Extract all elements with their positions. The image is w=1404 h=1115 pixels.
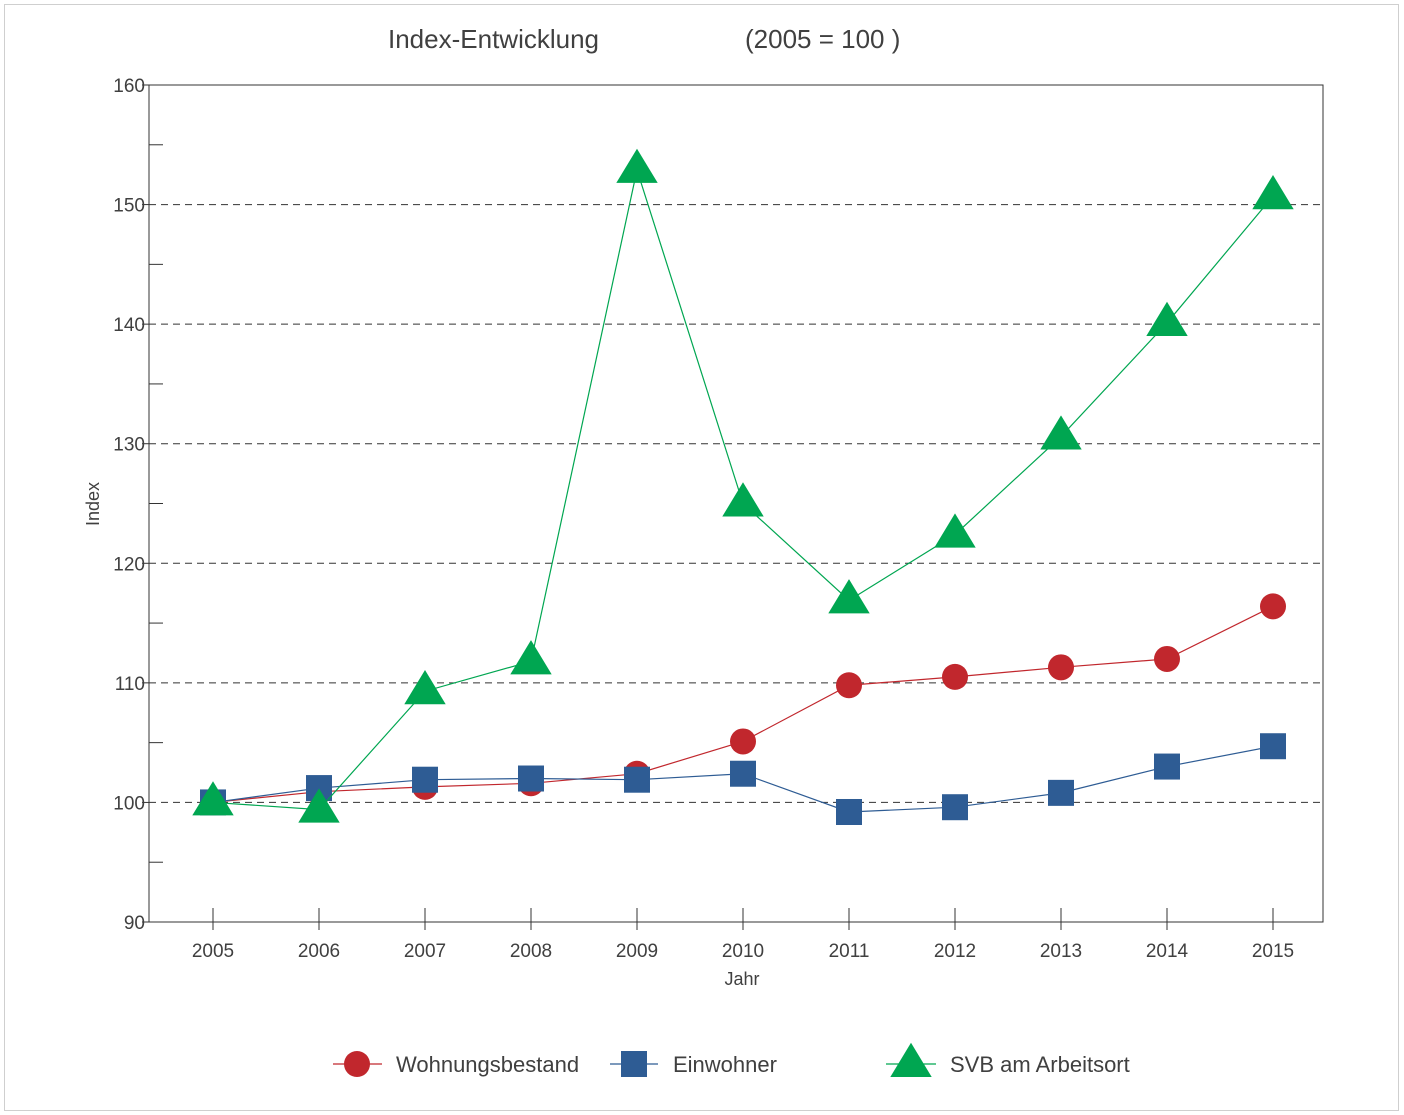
x-tick-label: 2011 (829, 941, 870, 962)
y-tick-label: 100 (113, 793, 145, 814)
y-tick-label: 90 (124, 913, 145, 934)
legend-marker (344, 1051, 370, 1077)
series-einwohner (200, 733, 1286, 825)
x-tick-label: 2015 (1252, 941, 1294, 962)
data-point (1252, 174, 1294, 210)
data-point (298, 788, 340, 823)
data-point (836, 672, 862, 699)
legend-item: SVB am Arbeitsort (886, 1042, 1130, 1077)
tick-labels: 90 100 110 120 130 140 150 160 2005 2006 2007 2008 2… (113, 76, 1294, 962)
axes (142, 84, 1324, 930)
x-tick-label: 2008 (510, 941, 552, 962)
data-point (1154, 645, 1180, 672)
y-tick-label: 150 (113, 196, 145, 217)
legend-label: Einwohner (673, 1052, 777, 1077)
chart-subtitle: (2005 = 100 ) (745, 24, 900, 54)
gridlines (149, 204, 1323, 803)
data-point (192, 781, 234, 816)
x-tick-label: 2010 (722, 941, 764, 962)
data-point (1260, 733, 1286, 760)
data-point (616, 148, 658, 183)
chart-title: Index-Entwicklung (388, 24, 599, 54)
x-tick-label: 2006 (298, 941, 340, 962)
data-point (1260, 593, 1286, 620)
legend-item: Wohnungsbestand (333, 1051, 579, 1077)
data-point (412, 766, 438, 793)
data-point (836, 798, 862, 825)
data-point (722, 482, 764, 517)
x-tick-label: 2012 (934, 941, 976, 962)
y-tick-label: 110 (115, 674, 145, 695)
data-point (1048, 654, 1074, 681)
legend-label: SVB am Arbeitsort (950, 1052, 1130, 1077)
data-point (942, 794, 968, 821)
data-point (730, 728, 756, 755)
legend: Wohnungsbestand Einwohner SVB am Arbeitsor… (333, 1042, 1130, 1077)
x-tick-label: 2009 (616, 941, 658, 962)
y-tick-label: 120 (113, 554, 145, 575)
y-axis-title: Index (83, 482, 103, 526)
x-tick-label: 2013 (1040, 941, 1082, 962)
x-tick-label: 2005 (192, 941, 234, 962)
legend-marker (621, 1051, 647, 1077)
series-layer (192, 148, 1294, 825)
data-point (1048, 779, 1074, 806)
data-point (624, 766, 650, 793)
data-point (828, 579, 870, 614)
y-tick-label: 160 (113, 76, 145, 97)
x-tick-label: 2007 (404, 941, 446, 962)
legend-item: Einwohner (610, 1051, 777, 1077)
data-point (1154, 753, 1180, 780)
y-tick-label: 130 (113, 435, 145, 456)
x-tick-label: 2014 (1146, 941, 1189, 962)
series-svb-am-arbeitsort (192, 148, 1294, 823)
legend-label: Wohnungsbestand (396, 1052, 579, 1077)
x-axis-title: Jahr (724, 969, 759, 989)
legend-marker (890, 1042, 932, 1077)
data-point (934, 513, 976, 548)
data-point (1040, 415, 1082, 450)
data-point (404, 670, 446, 705)
data-point (730, 760, 756, 787)
data-point (518, 765, 544, 792)
y-tick-label: 140 (113, 315, 145, 336)
data-point (510, 640, 552, 675)
data-point (942, 663, 968, 690)
data-point (1146, 301, 1188, 336)
